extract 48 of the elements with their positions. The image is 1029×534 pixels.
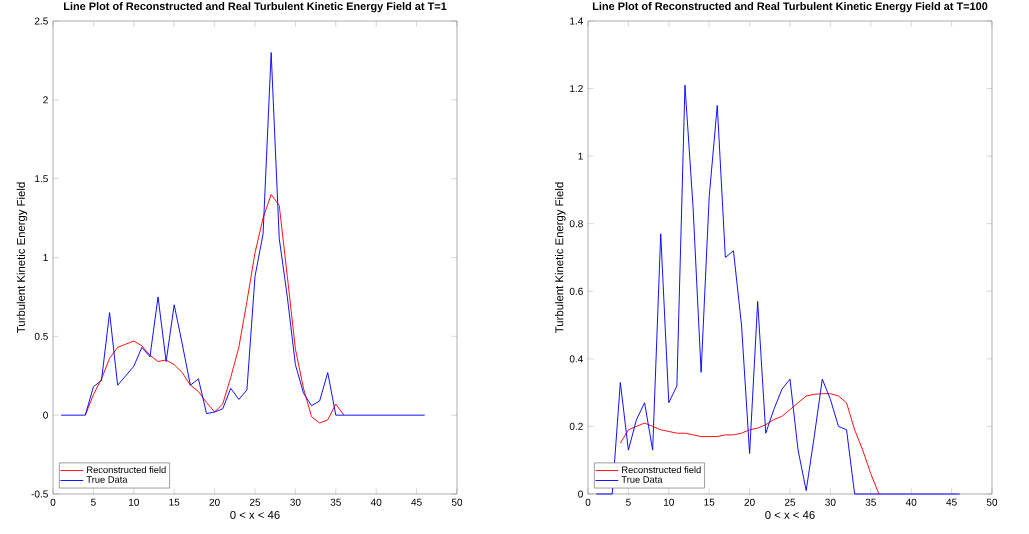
x-tick-label: 15 bbox=[704, 498, 715, 506]
y-axis-title: Turbulent Kinetic Energy Field bbox=[555, 182, 566, 333]
x-tick-label: 40 bbox=[905, 498, 917, 506]
x-axis-title: 0 < x < 46 bbox=[765, 510, 815, 519]
x-tick-label: 35 bbox=[330, 498, 341, 506]
x-tick-label: 50 bbox=[986, 498, 998, 506]
chart-title: Line Plot of Reconstructed and Real Turbulent Kinetic Energy Field at T=100 bbox=[592, 2, 988, 13]
legend-label: True Data bbox=[86, 476, 128, 483]
x-tick-label: 15 bbox=[169, 498, 180, 506]
y-tick-label: 0.2 bbox=[569, 422, 583, 430]
x-tick-label: 50 bbox=[451, 498, 463, 506]
legend-label: Reconstructed field bbox=[87, 466, 166, 474]
legend-label: True Data bbox=[621, 476, 663, 483]
x-tick-label: 40 bbox=[370, 498, 382, 506]
x-tick-label: 0 bbox=[50, 498, 56, 506]
chart-title: Line Plot of Reconstructed and Real Turbulent Kinetic Energy Field at T=1 bbox=[64, 2, 447, 13]
y-tick-label: 0.8 bbox=[569, 220, 583, 228]
x-tick-label: 30 bbox=[290, 498, 301, 506]
y-tick-label: 0.5 bbox=[34, 332, 48, 340]
x-tick-label: 0 bbox=[585, 498, 591, 506]
y-tick-label: -0.5 bbox=[31, 490, 48, 498]
x-tick-label: 10 bbox=[663, 498, 674, 506]
x-tick-label: 45 bbox=[946, 498, 957, 506]
line-series bbox=[84, 193, 345, 424]
x-tick-label: 35 bbox=[865, 498, 876, 506]
y-tick-label: 0 bbox=[578, 490, 583, 498]
x-tick-label: 25 bbox=[249, 498, 261, 506]
x-tick-label: 45 bbox=[411, 498, 422, 506]
y-tick-label: 1.4 bbox=[570, 17, 583, 25]
x-tick-label: 10 bbox=[129, 498, 139, 506]
x-axis-title: 0 < x < 46 bbox=[230, 510, 280, 519]
legend-label: Reconstructed field bbox=[622, 466, 701, 474]
x-tick-label: 20 bbox=[744, 498, 755, 506]
x-tick-label: 5 bbox=[91, 498, 96, 506]
x-tick-label: 20 bbox=[209, 498, 220, 506]
y-tick-label: 0.6 bbox=[569, 287, 583, 295]
y-tick-label: 1 bbox=[578, 152, 583, 160]
y-axis-title: Turbulent Kinetic Energy Field bbox=[16, 182, 28, 333]
y-tick-label: 2.5 bbox=[34, 17, 48, 25]
y-tick-label: 0 bbox=[43, 411, 48, 419]
x-tick-label: 5 bbox=[626, 498, 631, 506]
y-tick-label: 1.5 bbox=[35, 175, 48, 183]
x-tick-label: 25 bbox=[784, 498, 796, 506]
y-tick-label: 1.2 bbox=[570, 85, 583, 93]
y-tick-label: 1 bbox=[43, 254, 48, 261]
y-tick-label: 0.4 bbox=[569, 355, 583, 363]
x-tick-label: 30 bbox=[825, 498, 836, 506]
y-tick-label: 2 bbox=[43, 96, 48, 104]
